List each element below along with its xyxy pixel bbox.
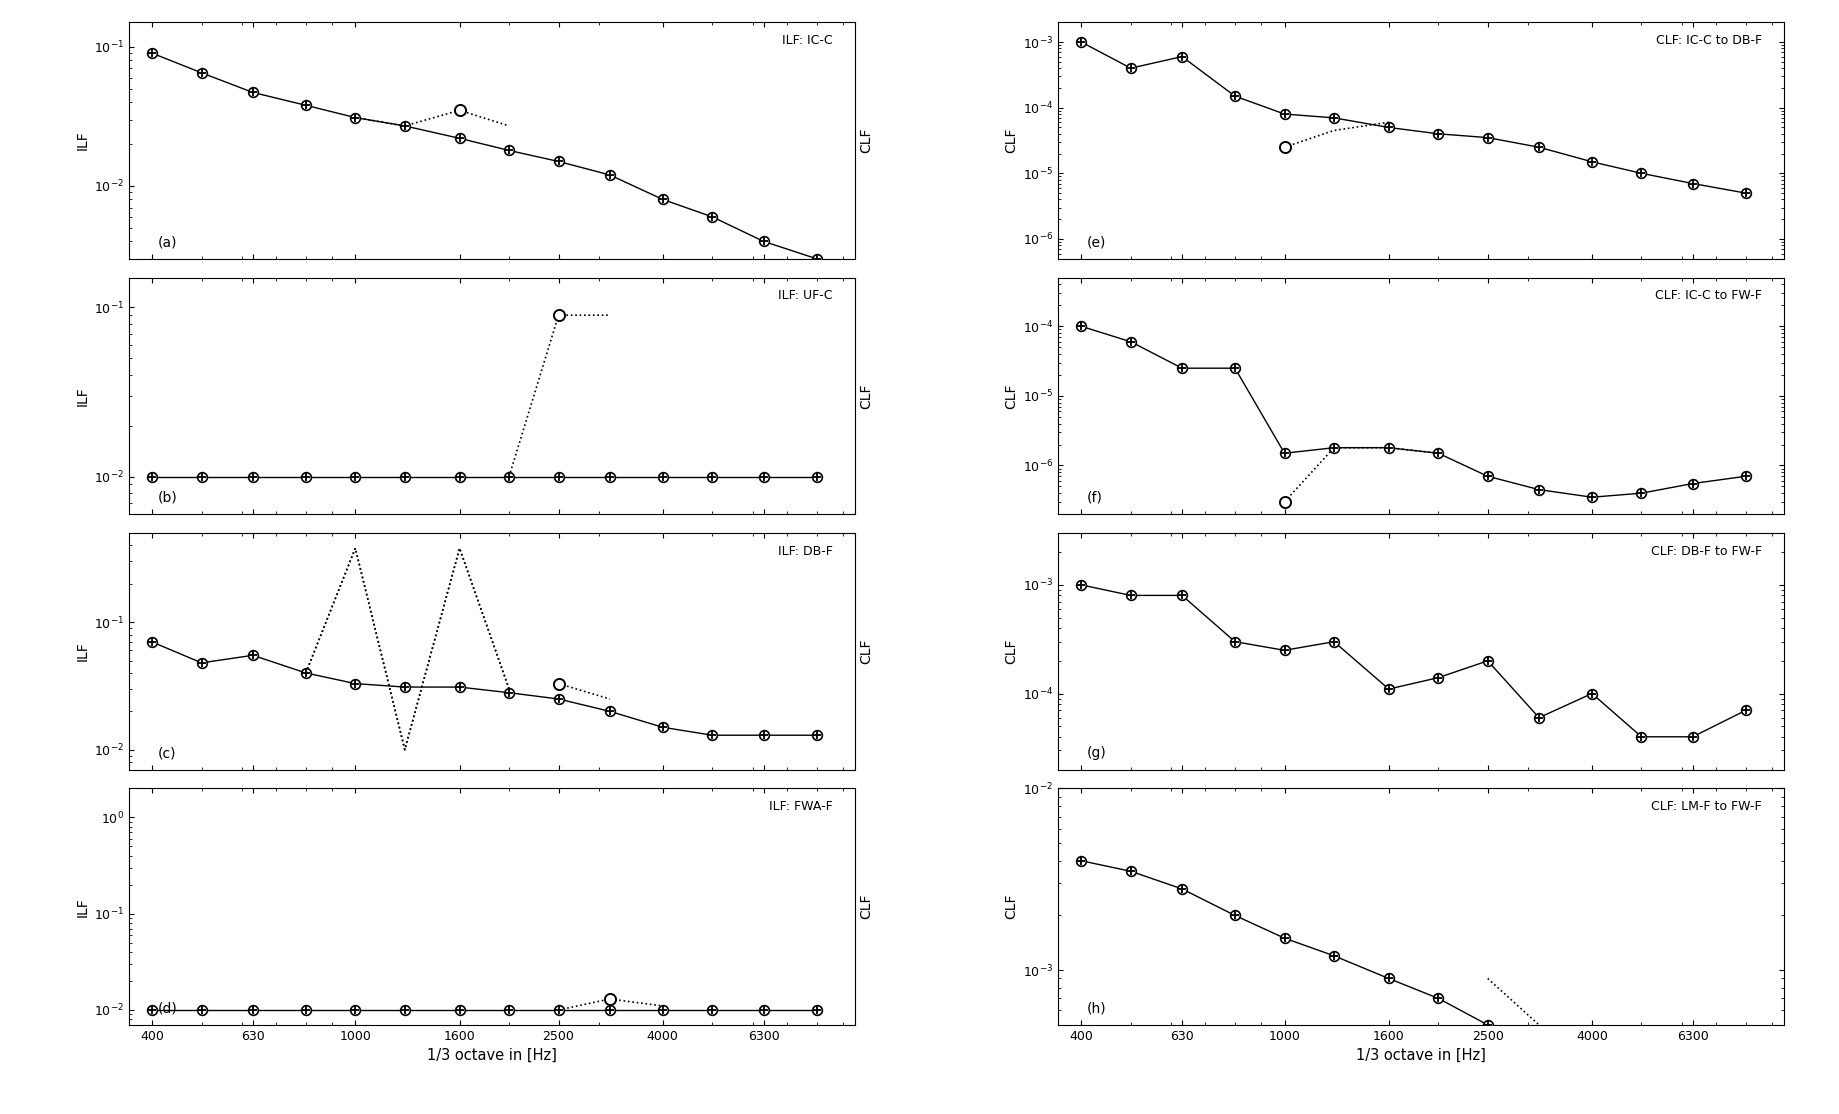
Y-axis label: ILF: ILF (75, 130, 90, 150)
Y-axis label: CLF: CLF (1004, 383, 1019, 409)
Text: (b): (b) (158, 490, 178, 505)
Text: ILF: FWA-F: ILF: FWA-F (769, 800, 833, 813)
Text: (f): (f) (1087, 490, 1103, 505)
Text: ILF: IC-C: ILF: IC-C (782, 35, 833, 47)
Text: (c): (c) (158, 746, 177, 760)
Y-axis label: ILF: ILF (75, 387, 90, 405)
Text: CLF: IC-C to DB-F: CLF: IC-C to DB-F (1655, 35, 1762, 47)
Y-axis label: CLF: CLF (1004, 128, 1019, 154)
Text: (d): (d) (158, 1001, 178, 1016)
Text: CLF: DB-F to FW-F: CLF: DB-F to FW-F (1651, 545, 1762, 558)
Text: (g): (g) (1087, 746, 1107, 760)
Text: ILF: UF-C: ILF: UF-C (778, 290, 833, 303)
Y-axis label: CLF: CLF (859, 383, 874, 409)
Y-axis label: CLF: CLF (859, 638, 874, 664)
Text: CLF: LM-F to FW-F: CLF: LM-F to FW-F (1651, 800, 1762, 813)
Text: CLF: IC-C to FW-F: CLF: IC-C to FW-F (1655, 290, 1762, 303)
Y-axis label: CLF: CLF (859, 893, 874, 919)
Y-axis label: CLF: CLF (1004, 638, 1019, 664)
X-axis label: 1/3 octave in [Hz]: 1/3 octave in [Hz] (1355, 1048, 1486, 1063)
Text: (e): (e) (1087, 235, 1107, 250)
Y-axis label: ILF: ILF (75, 897, 90, 917)
Text: ILF: DB-F: ILF: DB-F (778, 545, 833, 558)
X-axis label: 1/3 octave in [Hz]: 1/3 octave in [Hz] (427, 1048, 557, 1063)
Y-axis label: CLF: CLF (1004, 893, 1019, 919)
Y-axis label: CLF: CLF (859, 128, 874, 154)
Text: (h): (h) (1087, 1001, 1107, 1016)
Text: (a): (a) (158, 235, 177, 250)
Y-axis label: ILF: ILF (75, 642, 90, 661)
